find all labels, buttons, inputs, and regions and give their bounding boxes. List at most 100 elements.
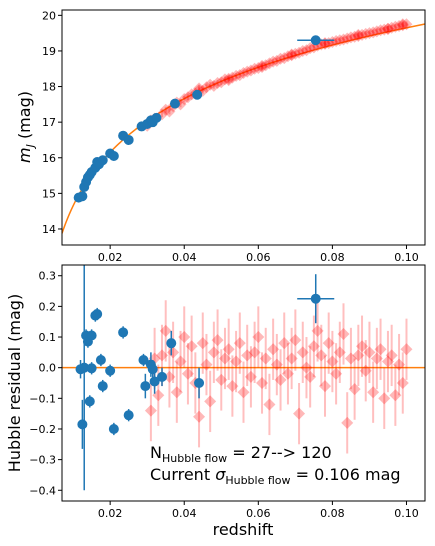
simulated-point [374, 343, 387, 356]
x-tick-label: 0.02 [98, 507, 123, 520]
observed-point [97, 155, 108, 166]
simulated-point [378, 392, 391, 405]
simulated-point [285, 49, 298, 62]
simulated-point [396, 377, 409, 389]
simulated-point [330, 34, 343, 47]
simulated-point [259, 352, 272, 365]
observed-point [149, 376, 160, 387]
simulated-point [215, 76, 228, 89]
observed-point [192, 89, 203, 100]
simulated-point [396, 18, 409, 31]
y-tick-label: 20 [42, 9, 56, 22]
top-y-axis-label: mJ (mag) [15, 91, 37, 163]
observed-point [86, 363, 97, 374]
simulated-point [185, 340, 198, 353]
simulated-point [167, 346, 180, 359]
simulated-point [226, 71, 239, 84]
simulated-point [300, 44, 313, 57]
simulated-point [181, 367, 194, 380]
simulated-point [296, 346, 309, 359]
observed-point [157, 371, 168, 382]
observed-point [123, 134, 134, 145]
observed-point [310, 35, 321, 46]
top-plot-frame [61, 9, 426, 246]
simulated-point [293, 46, 306, 59]
simulated-point [400, 18, 413, 31]
simulated-point [296, 44, 309, 57]
simulated-point [367, 26, 380, 39]
simulated-point [293, 407, 306, 420]
simulated-point [274, 52, 287, 65]
simulated-point [196, 337, 209, 350]
simulated-point [367, 386, 380, 399]
x-tick-label: 0.10 [394, 507, 419, 520]
x-tick-label: 0.06 [246, 507, 271, 520]
y-tick-label: 18 [42, 81, 56, 94]
simulated-point [363, 346, 376, 359]
simulated-point [215, 373, 228, 386]
simulated-point [218, 73, 231, 86]
simulated-point [322, 337, 335, 350]
observed-point [138, 355, 149, 366]
simulated-point [252, 62, 265, 75]
simulated-point [163, 105, 176, 118]
simulated-point [289, 334, 302, 347]
simulated-point [278, 52, 291, 65]
simulated-point [300, 361, 313, 374]
simulated-point [333, 34, 346, 47]
simulated-point [393, 20, 406, 33]
simulated-point [218, 352, 231, 365]
simulated-point [233, 337, 246, 350]
simulated-point [159, 103, 172, 116]
observed-residuals-group [75, 265, 335, 491]
simulated-point [389, 389, 402, 402]
y-tick-label: 0.2 [39, 300, 57, 313]
simulated-point [144, 404, 157, 417]
simulated-point [356, 340, 369, 353]
observed-point [108, 150, 119, 161]
simulated-point [222, 72, 235, 85]
y-tick-label: 17 [42, 116, 56, 129]
simulated-point [278, 337, 291, 350]
simulated-point [230, 69, 243, 82]
simulated-point [385, 21, 398, 34]
simulated-point [248, 346, 261, 359]
observed-point [95, 355, 106, 366]
observed-point [77, 419, 88, 430]
simulated-point [237, 67, 250, 80]
simulated-point [222, 343, 235, 356]
simulated-point [381, 22, 394, 35]
simulated-point [204, 78, 217, 91]
simulated-point [289, 47, 302, 60]
simulated-point [233, 69, 246, 82]
simulated-point [385, 349, 398, 362]
simulated-point [256, 59, 269, 72]
n-hubble-flow-annotation: NHubble flow = 27--> 120 [150, 443, 332, 465]
simulated-point [207, 346, 220, 359]
x-tick-label: 0.06 [246, 251, 271, 264]
simulated-point [400, 343, 413, 356]
simulated-point [363, 27, 376, 40]
bottom-y-ticks: −0.4 −0.3 −0.2 −0.1 0.0 0.1 0.2 0.3 [29, 270, 62, 497]
observed-point [169, 98, 180, 109]
simulated-point [337, 33, 350, 46]
y-tick-label: 16 [42, 152, 56, 165]
simulated-point [381, 22, 394, 35]
bottom-x-ticks: 0.02 0.04 0.06 0.08 0.10 [98, 501, 419, 520]
observed-point [84, 396, 95, 407]
observed-point [77, 191, 88, 202]
simulated-point [211, 334, 224, 347]
simulated-point [304, 42, 317, 55]
observed-point [151, 112, 162, 123]
simulated-point [267, 343, 280, 356]
observed-point [194, 378, 205, 388]
simulated-point [378, 23, 391, 36]
simulated-point [341, 416, 354, 429]
simulated-point [389, 20, 402, 33]
simulated-point [211, 76, 224, 89]
simulated-point [274, 373, 287, 386]
observed-point [166, 338, 177, 349]
simulated-point [341, 32, 354, 45]
simulated-point [170, 386, 183, 399]
